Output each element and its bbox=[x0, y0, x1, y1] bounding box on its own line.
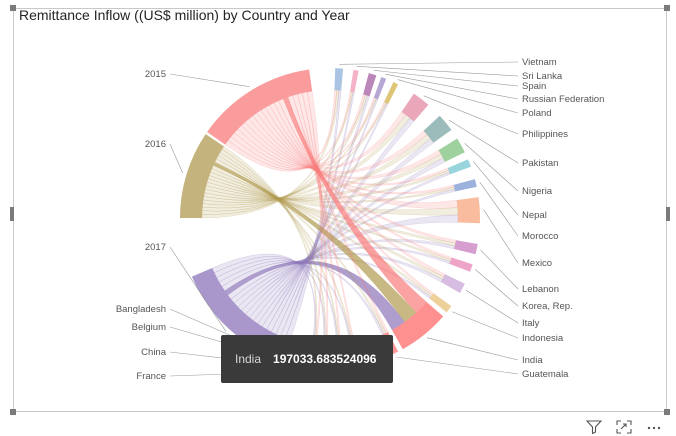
leader-guatemala bbox=[396, 356, 519, 375]
arc-india[interactable] bbox=[392, 301, 444, 350]
label-bangladesh: Bangladesh bbox=[116, 304, 166, 315]
ribbon-2017-nigeria[interactable] bbox=[253, 157, 446, 324]
tooltip-value: 197033.683524096 bbox=[273, 352, 377, 366]
ribbon-2017-morocco[interactable] bbox=[245, 188, 456, 318]
leader-2017 bbox=[169, 246, 227, 332]
arc-mexico[interactable] bbox=[456, 197, 480, 224]
ribbon-2015-nigeria[interactable] bbox=[248, 115, 442, 180]
label-guatemala: Guatemala bbox=[522, 369, 569, 380]
arc-pakistan[interactable] bbox=[423, 115, 452, 143]
arc-korea-rep[interactable] bbox=[449, 257, 473, 272]
resize-handle-right[interactable] bbox=[666, 207, 670, 221]
leader-korea-rep bbox=[474, 269, 519, 307]
arc-lebanon[interactable] bbox=[454, 240, 478, 255]
arc-philippines[interactable] bbox=[401, 93, 429, 122]
label-mexico: Mexico bbox=[522, 258, 552, 269]
label-china: China bbox=[141, 347, 167, 358]
label-russian-federation: Russian Federation bbox=[522, 94, 604, 105]
arc-russian-federation[interactable] bbox=[373, 77, 387, 100]
ribbon-2015-poland[interactable] bbox=[237, 101, 386, 168]
resize-handle-left[interactable] bbox=[10, 207, 14, 221]
ribbon-2016-poland[interactable] bbox=[202, 102, 388, 206]
ribbon-2015-mexico[interactable] bbox=[260, 107, 458, 209]
ribbon-2017-nepal[interactable] bbox=[249, 171, 451, 321]
label-2015: 2015 bbox=[145, 69, 166, 80]
resize-handle-top-left[interactable] bbox=[10, 5, 16, 11]
label-lebanon: Lebanon bbox=[522, 284, 559, 295]
ribbon-2016-korea-rep[interactable] bbox=[209, 171, 452, 263]
label-nigeria: Nigeria bbox=[522, 186, 553, 197]
arc-indonesia[interactable] bbox=[429, 293, 452, 313]
leader-vietnam bbox=[339, 61, 519, 65]
ribbon-2015-lebanon[interactable] bbox=[264, 104, 457, 244]
ribbon-2017-mexico[interactable] bbox=[241, 214, 459, 315]
arc-2016[interactable] bbox=[180, 134, 224, 218]
label-morocco: Morocco bbox=[522, 231, 558, 242]
arc-italy[interactable] bbox=[440, 274, 465, 293]
tooltip-label: India bbox=[235, 352, 262, 366]
leader-pakistan bbox=[448, 119, 519, 164]
ribbon-2015-pakistan[interactable] bbox=[244, 118, 428, 174]
leader-russian-federation bbox=[385, 73, 519, 100]
label-france: France bbox=[136, 371, 166, 382]
label-nepal: Nepal bbox=[522, 210, 547, 221]
focus-mode-icon[interactable] bbox=[616, 420, 632, 434]
resize-handle-bottom-left[interactable] bbox=[10, 409, 16, 415]
leader-morocco bbox=[479, 181, 519, 237]
leader-sri-lanka bbox=[356, 66, 519, 77]
leader-nigeria bbox=[464, 143, 519, 192]
label-italy: Italy bbox=[522, 318, 540, 329]
ribbon-2015-guatemala[interactable] bbox=[287, 95, 389, 334]
resize-handle-top-right[interactable] bbox=[664, 5, 670, 11]
leader-philippines bbox=[423, 95, 519, 135]
arc-spain[interactable] bbox=[363, 73, 377, 97]
filter-icon[interactable] bbox=[586, 420, 602, 434]
label-2016: 2016 bbox=[145, 139, 166, 150]
tooltip: India 197033.683524096 bbox=[221, 335, 393, 383]
arc-nigeria[interactable] bbox=[438, 138, 465, 162]
more-options-icon[interactable] bbox=[646, 420, 662, 434]
visual-toolbar bbox=[586, 420, 662, 434]
ribbon-2015-korea-rep[interactable] bbox=[269, 102, 452, 260]
arc-morocco[interactable] bbox=[453, 179, 477, 192]
leader-nepal bbox=[473, 161, 519, 216]
leader-india bbox=[426, 337, 519, 361]
label-sri-lanka: Sri Lanka bbox=[522, 71, 563, 82]
label-poland: Poland bbox=[522, 108, 552, 119]
leader-spain bbox=[373, 70, 519, 87]
chart-title: Remittance Inflow ((US$ million) by Coun… bbox=[19, 7, 350, 23]
arc-2015[interactable] bbox=[207, 69, 313, 145]
label-indonesia: Indonesia bbox=[522, 333, 564, 344]
label-india: India bbox=[522, 355, 543, 366]
arc-sri-lanka[interactable] bbox=[350, 69, 359, 93]
leader-lebanon bbox=[480, 249, 519, 290]
leader-2016 bbox=[169, 143, 184, 174]
label-2017: 2017 bbox=[145, 242, 166, 253]
leader-mexico bbox=[483, 209, 519, 264]
label-vietnam: Vietnam bbox=[522, 57, 557, 68]
arc-vietnam[interactable] bbox=[334, 68, 344, 91]
label-belgium: Belgium bbox=[132, 322, 166, 333]
resize-handle-bottom-right[interactable] bbox=[664, 409, 670, 415]
ribbon-2017-italy[interactable] bbox=[230, 252, 443, 304]
leader-2015 bbox=[169, 73, 250, 87]
label-korea-rep: Korea, Rep. bbox=[522, 301, 573, 312]
ribbon-2016-nigeria[interactable] bbox=[204, 153, 444, 201]
label-philippines: Philippines bbox=[522, 129, 568, 140]
ribbon-2015-vietnam[interactable] bbox=[224, 89, 337, 172]
ribbon-2015-nepal[interactable] bbox=[252, 112, 449, 186]
ribbon-2017-guatemala[interactable] bbox=[221, 260, 385, 336]
label-spain: Spain bbox=[522, 81, 546, 92]
leader-italy bbox=[465, 290, 519, 324]
ribbon-2015-morocco[interactable] bbox=[256, 109, 455, 195]
ribbons-layer bbox=[201, 89, 459, 347]
leader-indonesia bbox=[452, 311, 519, 339]
label-pakistan: Pakistan bbox=[522, 158, 558, 169]
leader-poland bbox=[397, 79, 519, 114]
arc-nepal[interactable] bbox=[447, 159, 471, 175]
arc-poland[interactable] bbox=[384, 82, 399, 104]
